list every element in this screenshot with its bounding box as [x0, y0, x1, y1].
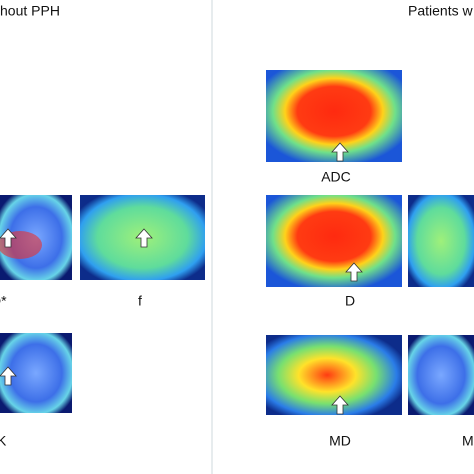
image-md: [266, 335, 402, 415]
panel-label: K: [0, 433, 7, 449]
panel-label: D*: [0, 293, 7, 309]
panel-label: ADC: [321, 169, 351, 185]
image-d: [266, 195, 402, 287]
panel-label: D: [345, 293, 355, 309]
image-partial: [408, 195, 474, 287]
column-title: hout PPH: [0, 3, 60, 19]
panel-label: f: [138, 293, 142, 309]
image-partial: [408, 335, 474, 415]
panel-label: MD: [329, 433, 351, 449]
image-adc: [266, 70, 402, 162]
panel-label: M: [462, 433, 474, 449]
column-title: Patients w: [408, 3, 473, 19]
